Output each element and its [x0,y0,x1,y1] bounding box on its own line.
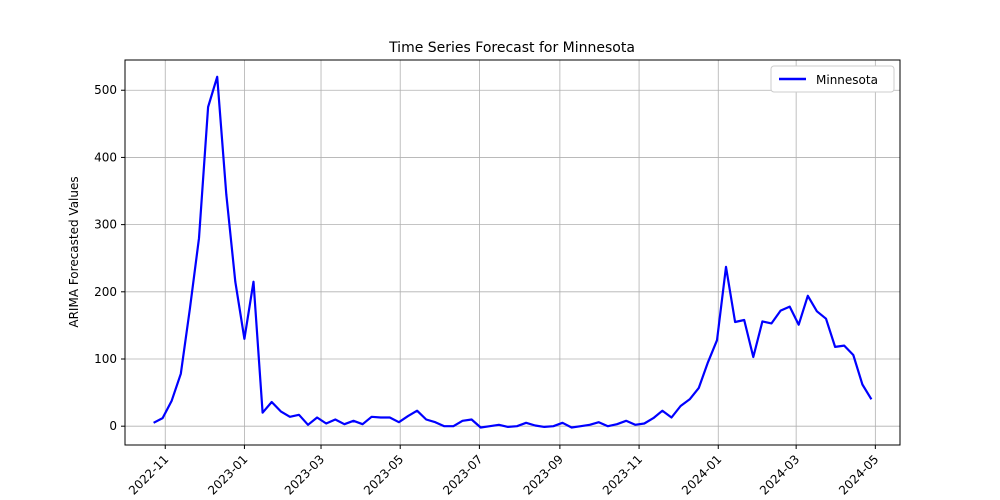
x-tick-label: 2024-01 [679,452,724,497]
x-tick-label: 2023-01 [205,452,250,497]
plot-frame [124,59,901,446]
legend-label: Minnesota [816,73,878,87]
y-tick-label: 300 [94,218,117,232]
chart-title: Time Series Forecast for Minnesota [388,40,635,56]
legend: Minnesota [770,65,895,93]
x-tick-label: 2023-07 [440,452,485,497]
grid [125,60,900,445]
y-axis-label: ARIMA Forecasted Values [67,176,81,327]
axes: 2022-11 2023-01 2023-03 2023-05 2023-07 2023-… [94,83,881,497]
x-tick-label: 2024-05 [836,452,881,497]
x-tick-label: 2024-03 [757,452,802,497]
y-tick-label: 200 [94,285,117,299]
x-tick-label: 2023-09 [521,452,566,497]
x-tick-label: 2023-05 [361,452,406,497]
x-tick-label: 2022-11 [126,452,171,497]
x-tick-label: 2023-03 [282,452,327,497]
legend-box [770,65,895,93]
y-tick-label: 0 [109,419,117,433]
x-tick-label: 2023-11 [600,452,645,497]
y-tick-label: 100 [94,352,117,366]
series-line-minnesota [153,75,873,429]
series-layer [153,75,873,429]
y-tick-label: 400 [94,150,117,164]
y-tick-label: 500 [94,83,117,97]
